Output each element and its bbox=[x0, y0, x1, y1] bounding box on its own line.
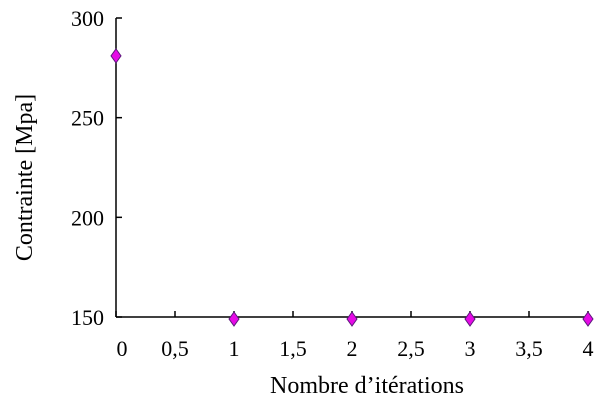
x-tick-label: 1 bbox=[229, 336, 240, 361]
y-tick-label: 200 bbox=[71, 205, 104, 230]
data-point-diamond bbox=[582, 311, 594, 327]
x-axis-ticks: 0 0,5 1 1,5 2 2,5 3 3,5 4 bbox=[115, 311, 594, 361]
x-tick-label: 3,5 bbox=[515, 336, 543, 361]
x-axis-title: Nombre d’itérations bbox=[270, 373, 464, 399]
axes bbox=[115, 18, 588, 318]
y-axis-title: Contrainte [Mpa] bbox=[12, 94, 38, 261]
x-tick-label: 0 bbox=[117, 336, 128, 361]
data-point-diamond bbox=[464, 311, 476, 327]
data-points bbox=[110, 48, 594, 327]
x-tick-label: 2 bbox=[347, 336, 358, 361]
data-point-diamond bbox=[110, 48, 122, 64]
data-point-diamond bbox=[346, 311, 358, 327]
y-tick-label: 250 bbox=[71, 106, 104, 131]
x-tick-label: 2,5 bbox=[397, 336, 425, 361]
y-axis-ticks: 150 200 250 300 bbox=[71, 6, 122, 330]
y-tick-label: 150 bbox=[71, 305, 104, 330]
x-tick-label: 0,5 bbox=[161, 336, 189, 361]
x-tick-label: 1,5 bbox=[279, 336, 307, 361]
y-tick-label: 300 bbox=[71, 6, 104, 31]
x-tick-label: 4 bbox=[583, 336, 594, 361]
x-tick-label: 3 bbox=[465, 336, 476, 361]
data-point-diamond bbox=[228, 311, 240, 327]
